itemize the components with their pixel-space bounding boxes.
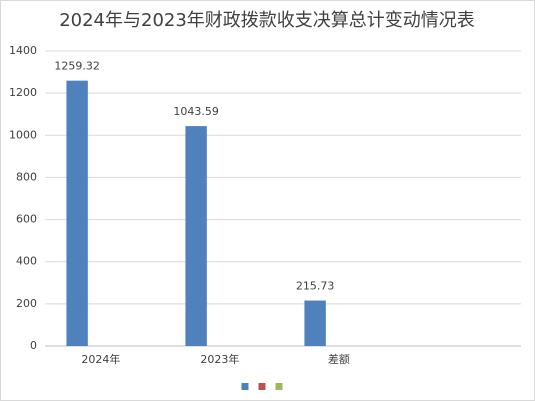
legend-swatch (275, 383, 283, 390)
y-tick-label: 1000 (9, 128, 37, 141)
x-tick-label: 2023年 (200, 352, 239, 366)
y-tick-label: 600 (16, 213, 37, 226)
y-tick-label: 200 (16, 297, 37, 310)
legend-swatch (241, 383, 249, 390)
y-tick-label: 1200 (9, 86, 37, 99)
data-label: 1043.59 (173, 105, 219, 118)
x-tick-label: 2024年 (81, 352, 120, 366)
x-tick-label: 差额 (328, 352, 350, 366)
chart-title: 2024年与2023年财政拨款收支决算总计变动情况表 (59, 10, 475, 31)
y-tick-label: 400 (16, 255, 37, 268)
y-tick-label: 1400 (9, 44, 37, 57)
legend-swatch (258, 383, 266, 390)
bar (66, 80, 88, 347)
bar (304, 300, 326, 346)
data-label: 1259.32 (54, 60, 100, 73)
y-tick-label: 0 (30, 339, 37, 352)
data-label: 215.73 (296, 280, 335, 293)
bar (185, 126, 207, 346)
y-tick-label: 800 (16, 170, 37, 183)
